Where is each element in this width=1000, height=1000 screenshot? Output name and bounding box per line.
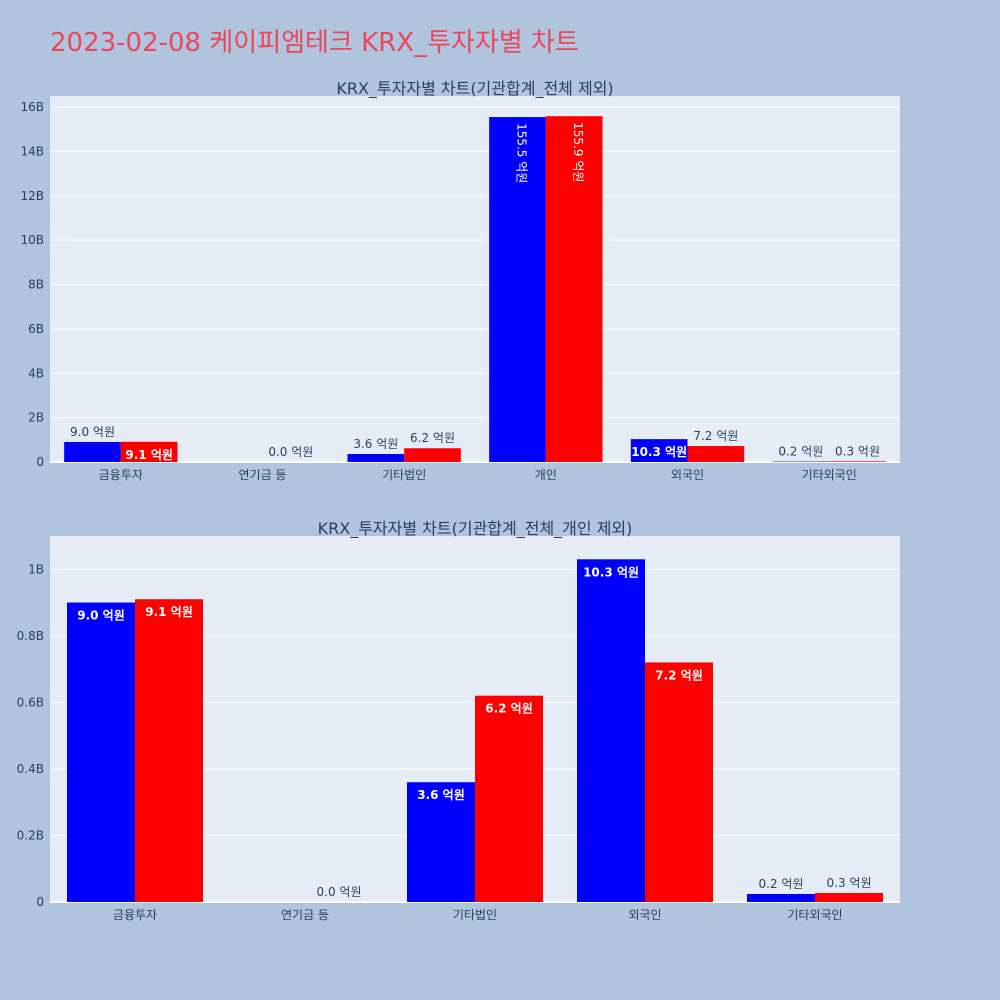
y-tick-label: 0.4B: [17, 762, 44, 776]
x-tick-label: 기타법인: [382, 468, 426, 482]
chart-title: KRX_투자자별 차트(기관합계_전체 제외): [336, 79, 613, 99]
sell-bar: [135, 599, 203, 902]
y-tick-label: 1B: [28, 562, 44, 576]
y-tick-label: 0.8B: [17, 629, 44, 643]
bar-value-label: 9.1 억원: [125, 448, 173, 462]
y-tick-label: 2B: [28, 411, 44, 425]
y-tick-label: 10B: [20, 233, 44, 247]
bar-value-label: 0.2 억원: [778, 445, 823, 459]
bar-value-label: 3.6 억원: [417, 788, 465, 802]
investor-chart-excl-individual: KRX_투자자별 차트(기관합계_전체_개인 제외) 0 0.2B 0.4B 0.6B 0…: [17, 519, 900, 922]
y-tick-label: 6B: [28, 322, 44, 336]
x-tick-label: 연기금 등: [239, 468, 287, 482]
y-tick-label: 0: [36, 895, 44, 909]
buy-bar: [67, 602, 135, 902]
sell-bar: [815, 893, 883, 902]
bar-value-label: 7.2 억원: [693, 429, 738, 443]
bar-value-label: 0.0 억원: [317, 885, 362, 899]
y-tick-label: 0.6B: [17, 695, 44, 709]
bar-value-label: 9.0 억원: [70, 425, 115, 439]
investor-chart-total: KRX_투자자별 차트(기관합계_전체 제외) 0 2B 4B 6B 8B 10B 12B 14…: [20, 79, 900, 482]
bar-value-label: 0.3 억원: [835, 444, 880, 458]
page-title: 2023-02-08 케이피엠테크 KRX_투자자별 차트: [50, 28, 579, 58]
x-tick-label: 외국인: [628, 908, 661, 922]
bar-value-label: 0.3 억원: [827, 876, 872, 890]
sell-bar: [475, 695, 543, 902]
bar-value-label: 6.2 억원: [410, 431, 455, 445]
chart-title: KRX_투자자별 차트(기관합계_전체_개인 제외): [318, 519, 633, 539]
buy-bar: [347, 454, 405, 462]
plot-area: [50, 96, 900, 462]
buy-bar: [64, 442, 121, 462]
bar-value-label: 9.0 억원: [77, 609, 125, 623]
sell-bar: [120, 441, 178, 462]
buy-bar: [577, 559, 645, 902]
y-tick-label: 4B: [28, 366, 44, 380]
buy-bar: [747, 894, 815, 902]
bar-value-label: 10.3 억원: [583, 565, 639, 579]
sell-bar: [404, 448, 461, 462]
bar-value-label: 9.1 억원: [145, 605, 193, 619]
bar-value-label: 3.6 억원: [353, 437, 398, 451]
y-tick-label: 16B: [20, 100, 44, 114]
sell-bar: [829, 461, 886, 462]
x-tick-label: 개인: [535, 468, 557, 482]
y-tick-label: 0: [36, 455, 44, 469]
sell-bar: [645, 662, 713, 902]
x-tick-label: 기타법인: [453, 908, 497, 922]
x-tick-label: 금융투자: [99, 468, 143, 482]
bar-value-label: 155.5 억원: [515, 123, 529, 183]
y-tick-label: 0.2B: [17, 828, 44, 842]
sell-bar: [687, 446, 745, 462]
bar-value-label: 10.3 억원: [631, 445, 687, 459]
buy-bar: [630, 439, 688, 462]
y-tick-label: 12B: [20, 189, 44, 203]
bar-value-label: 6.2 억원: [485, 702, 533, 716]
x-tick-label: 기타외국인: [787, 908, 842, 922]
bar-value-label: 0.2 억원: [759, 877, 804, 891]
buy-bar: [407, 782, 475, 902]
y-tick-label: 14B: [20, 144, 44, 158]
x-tick-label: 금융투자: [113, 908, 157, 922]
buy-bar: [489, 117, 546, 462]
bar-value-label: 7.2 억원: [655, 668, 703, 682]
bar-value-label: 155.9 억원: [571, 122, 585, 182]
sell-bar: [545, 116, 603, 462]
y-tick-label: 8B: [28, 278, 44, 292]
x-tick-label: 기타외국인: [802, 468, 857, 482]
bar-value-label: 0.0 억원: [268, 445, 313, 459]
x-tick-label: 연기금 등: [281, 908, 329, 922]
x-tick-label: 외국인: [671, 468, 704, 482]
